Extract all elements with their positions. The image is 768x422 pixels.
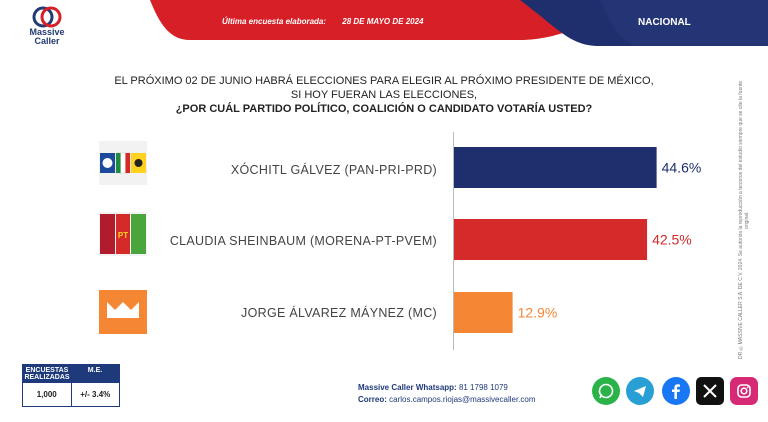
mc-logo bbox=[99, 290, 147, 334]
brand-logo-icon bbox=[31, 6, 63, 28]
category-label-0: XÓCHITL GÁLVEZ (PAN-PRI-PRD) bbox=[230, 163, 437, 177]
surveys-header: ENCUESTAS REALIZADAS bbox=[24, 367, 70, 381]
bar-2 bbox=[454, 292, 513, 333]
category-label-1: CLAUDIA SHEINBAUM (MORENA-PT-PVEM) bbox=[169, 234, 437, 248]
header-band bbox=[150, 0, 768, 46]
survey-date-label: Última encuesta elaborada: bbox=[222, 17, 327, 26]
sample-stats-box: ENCUESTAS REALIZADAS M.E. 1,000 +/- 3.4% bbox=[22, 364, 120, 407]
contact-info: Massive Caller Whatsapp: 81 1798 1079 Co… bbox=[358, 382, 536, 406]
pan-pri-prd-logo bbox=[99, 141, 147, 185]
email-label: Correo: bbox=[358, 395, 387, 404]
bar-0 bbox=[454, 147, 657, 188]
morena-pt-pvem-logo: PT bbox=[99, 212, 147, 256]
whatsapp-number: 81 1798 1079 bbox=[458, 383, 508, 392]
telegram-icon[interactable] bbox=[626, 377, 654, 405]
brand-name-line1: Massive bbox=[29, 27, 65, 37]
bar-1 bbox=[454, 219, 648, 260]
question-line2: SI HOY FUERAN LAS ELECCIONES, bbox=[290, 89, 478, 101]
copyright-note: DR ©MASSIVE CALLER S.A. DE C.V. 2024. Se… bbox=[738, 80, 750, 360]
whatsapp-icon[interactable] bbox=[592, 377, 620, 405]
brand-logo: Massive Caller bbox=[18, 6, 76, 46]
survey-date: Última encuesta elaborada: 28 DE MAYO DE… bbox=[222, 17, 424, 26]
scope-label: NACIONAL bbox=[638, 17, 691, 28]
svg-text:PT: PT bbox=[118, 231, 128, 240]
x-icon[interactable] bbox=[696, 377, 724, 405]
brand-name-line2: Caller bbox=[34, 36, 60, 46]
margin-error-value: +/- 3.4% bbox=[80, 390, 111, 399]
facebook-icon[interactable] bbox=[662, 377, 690, 405]
value-label-0: 44.6% bbox=[662, 160, 702, 176]
value-label-2: 12.9% bbox=[518, 305, 558, 321]
survey-question: EL PRÓXIMO 02 DE JUNIO HABRÁ ELECCIONES … bbox=[0, 74, 768, 116]
whatsapp-label: Massive Caller Whatsapp: bbox=[358, 383, 457, 392]
survey-date-value: 28 DE MAYO DE 2024 bbox=[342, 17, 424, 26]
value-label-1: 42.5% bbox=[652, 232, 692, 248]
email-address[interactable]: carlos.campos.riojas@massivecaller.com bbox=[389, 395, 536, 404]
question-line3: ¿POR CUÁL PARTIDO POLÍTICO, COALICIÓN O … bbox=[175, 103, 593, 115]
margin-error-header: M.E. bbox=[87, 367, 103, 374]
instagram-icon[interactable] bbox=[730, 377, 758, 405]
question-line1: EL PRÓXIMO 02 DE JUNIO HABRÁ ELECCIONES … bbox=[114, 75, 654, 87]
surveys-value: 1,000 bbox=[23, 383, 72, 406]
category-label-2: JORGE ÁLVAREZ MÁYNEZ (MC) bbox=[241, 306, 437, 320]
value-axis-line bbox=[453, 132, 454, 350]
